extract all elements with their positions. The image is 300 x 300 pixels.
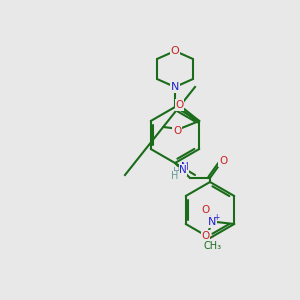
Text: H: H — [173, 167, 181, 177]
Text: CH₃: CH₃ — [204, 241, 222, 251]
Text: +: + — [213, 214, 219, 223]
Text: N: N — [208, 217, 216, 227]
Text: N: N — [171, 82, 179, 92]
Text: O: O — [219, 156, 227, 166]
Text: O: O — [171, 46, 179, 56]
Text: N: N — [179, 165, 187, 175]
Text: O: O — [201, 231, 209, 241]
Text: O: O — [175, 100, 183, 110]
Text: N: N — [181, 162, 189, 172]
Text: H: H — [171, 171, 179, 181]
Text: O: O — [173, 126, 181, 136]
Text: O: O — [201, 205, 209, 215]
Text: ⁻: ⁻ — [209, 235, 213, 244]
